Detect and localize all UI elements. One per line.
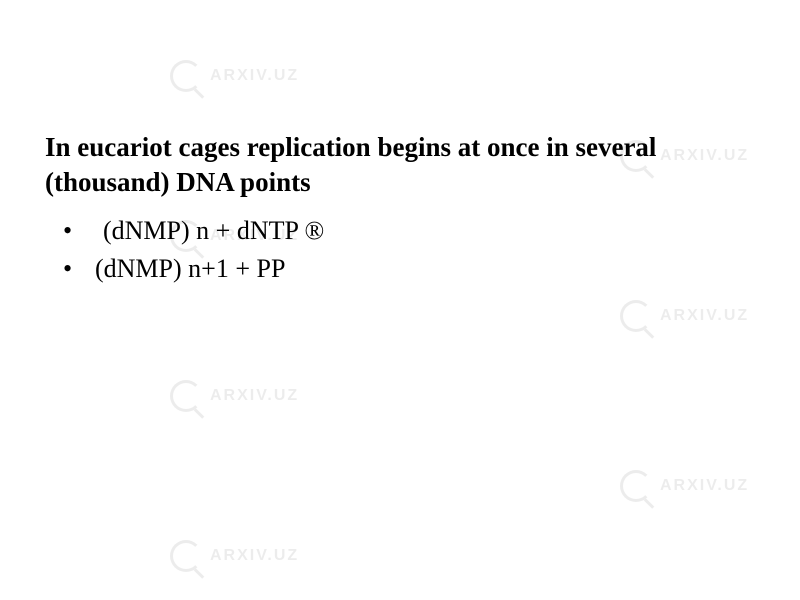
watermark: ARXIV.UZ — [620, 470, 749, 502]
slide-content: In eucariot cages replication begins at … — [45, 130, 755, 288]
bullet-item: (dNMP) n + dNTP ® — [45, 212, 755, 250]
watermark: ARXIV.UZ — [170, 380, 299, 412]
magnifier-icon — [170, 380, 202, 412]
watermark-text: ARXIV.UZ — [210, 67, 299, 85]
watermark-text: ARXIV.UZ — [210, 387, 299, 405]
bullet-list: (dNMP) n + dNTP ® (dNMP) n+1 + PP — [45, 212, 755, 287]
bullet-text: (dNMP) n + dNTP ® — [103, 216, 324, 245]
watermark: ARXIV.UZ — [170, 540, 299, 572]
magnifier-icon — [170, 540, 202, 572]
bullet-item: (dNMP) n+1 + PP — [45, 250, 755, 288]
watermark-text: ARXIV.UZ — [210, 547, 299, 565]
magnifier-icon — [620, 470, 652, 502]
watermark: ARXIV.UZ — [170, 60, 299, 92]
bullet-text: (dNMP) n+1 + PP — [95, 254, 285, 283]
slide-heading: In eucariot cages replication begins at … — [45, 130, 755, 200]
magnifier-icon — [620, 300, 652, 332]
magnifier-icon — [170, 60, 202, 92]
watermark-text: ARXIV.UZ — [660, 477, 749, 495]
watermark-text: ARXIV.UZ — [660, 307, 749, 325]
watermark: ARXIV.UZ — [620, 300, 749, 332]
